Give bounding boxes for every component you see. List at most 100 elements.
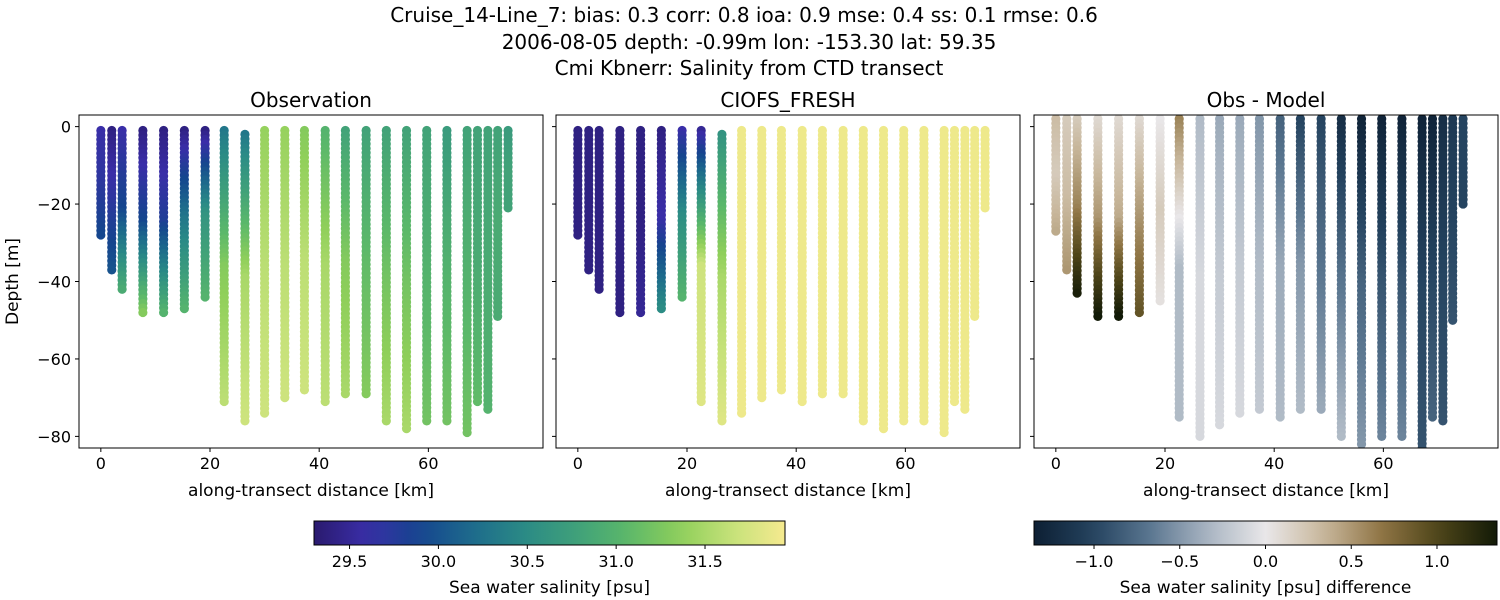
station-profile [462,125,472,438]
data-point [1316,404,1326,414]
station-profile [970,125,980,321]
x-tick-label: 20 [1155,454,1175,473]
data-point [949,396,960,407]
colorbar-tick-label: 30.0 [421,552,457,571]
station-profile [107,125,117,275]
station-profile [442,125,452,426]
station-profile [980,125,990,213]
data-point [1215,420,1225,430]
station-profile [1397,115,1407,441]
station-profile [1062,115,1072,275]
x-axis-label: along-transect distance [km] [1143,481,1389,501]
data-point [1174,412,1184,422]
data-point [340,389,350,399]
data-point [472,396,483,407]
data-point [1254,404,1265,414]
station-profile [1093,115,1103,321]
station-profile [401,125,412,434]
x-tick-label: 20 [200,454,220,473]
data-point [280,393,290,403]
data-point [573,230,583,240]
colorbar-tick-label: 0.0 [1253,552,1278,571]
x-tick-label: 0 [1051,454,1061,473]
x-tick-label: 60 [418,454,438,473]
data-point [1458,199,1468,209]
data-point [1377,431,1387,441]
station-profile [1114,115,1124,321]
station-profile [615,125,625,318]
station-profile [960,125,970,414]
station-profile [1155,115,1165,306]
data-point [117,284,127,294]
station-profile [280,125,290,403]
data-point [584,265,594,275]
colorbar-tick-label: −1.0 [1075,552,1114,571]
colorbar-tick-label: 0.5 [1339,552,1364,571]
data-point [503,203,513,213]
station-profile [757,125,767,403]
station-profile [817,125,827,399]
station-profile [159,125,169,318]
data-point [939,427,949,438]
station-profile [483,125,493,414]
figure-title-line-3: Cmi Kbnerr: Salinity from CTD transect [555,56,944,80]
data-point [442,416,452,426]
y-tick-label: −20 [37,195,71,214]
station-profile [1215,115,1225,430]
station-profile [878,125,889,434]
data-point [219,396,229,407]
station-profile [179,125,189,314]
x-tick-label: 20 [677,454,697,473]
data-point [615,307,625,318]
data-point [299,385,310,395]
station-profile [361,125,371,399]
x-tick-label: 60 [1373,454,1393,473]
station-profile [797,125,807,407]
colorbar-label: Sea water salinity [psu] difference [1120,578,1412,598]
data-point [1051,226,1061,236]
colorbar-salinity: 29.5 30.0 30.5 31.0 31.5 Sea water salinity [… [313,520,786,598]
station-profile [919,125,929,426]
data-point [138,307,148,318]
station-profile [1417,115,1427,448]
station-profile [1336,115,1346,441]
data-point [1235,408,1245,418]
station-profile [96,125,106,240]
station-profile [1316,115,1326,414]
x-tick-label: 0 [573,454,583,473]
colorbar-gradient [1033,520,1498,546]
colorbar-tick-label: 30.5 [509,552,545,571]
data-point [159,307,169,318]
data-point [483,404,493,414]
data-point [381,416,391,426]
data-point [1438,416,1448,426]
colorbar-tick-label: 1.0 [1424,552,1449,571]
data-point [260,408,270,418]
station-profiles [96,125,513,438]
panel-1: Observation 0 20 40 60 0 −20 −40 −60 −80 along-tra… [3,88,544,501]
station-profile [776,125,787,395]
data-point [493,311,503,321]
figure-title: Cruise_14-Line_7: bias: 0.3 corr: 0.8 io… [390,3,1098,80]
y-tick-label: −80 [37,427,71,446]
station-profile [677,125,687,302]
data-point [757,393,767,403]
station-profile [1254,115,1265,414]
station-profile [656,125,666,314]
station-profile [1134,115,1144,318]
y-tick-label: −40 [37,273,71,292]
station-profile [472,125,483,407]
data-point [919,416,929,426]
station-profile [1275,115,1285,422]
station-profile [1174,115,1184,422]
y-tick-label: 0 [61,118,71,137]
data-point [107,265,117,275]
data-point [1114,311,1124,321]
station-profile [1072,115,1082,298]
station-profile [381,125,391,426]
station-profile [493,125,503,321]
data-point [1356,439,1367,448]
colorbar-tick-label: −0.5 [1160,552,1199,571]
data-point [636,307,646,318]
